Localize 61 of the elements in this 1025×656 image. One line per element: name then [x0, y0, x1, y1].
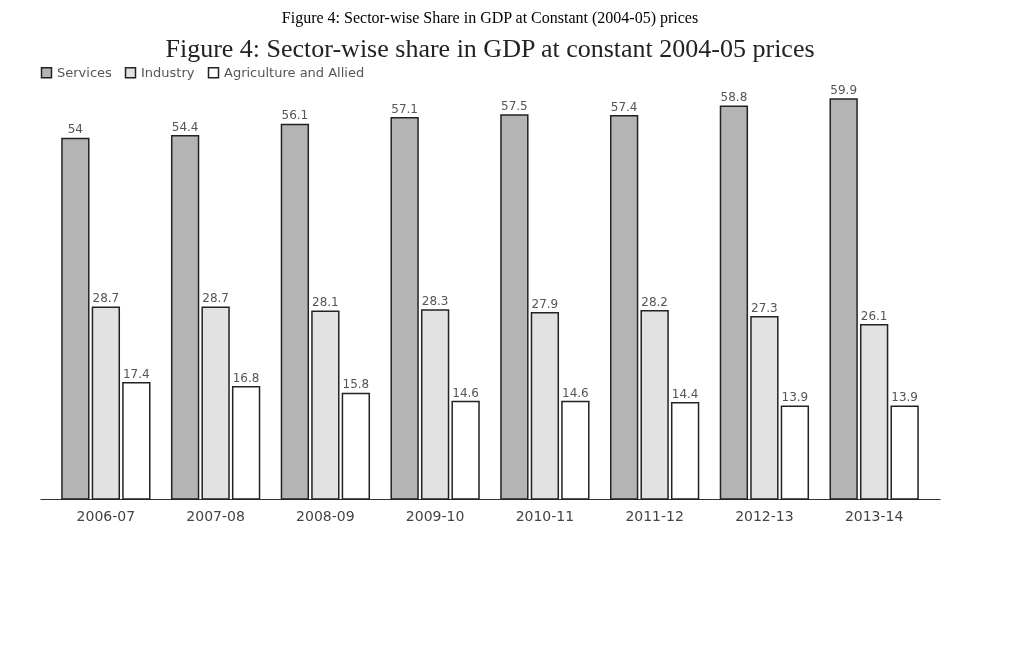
data-label: 14.6: [562, 385, 589, 400]
bar: [859, 323, 889, 500]
data-label: 54.4: [171, 119, 199, 134]
data-label: 27.9: [531, 296, 559, 311]
x-tick-label: 2010-11: [515, 507, 575, 524]
bar: [640, 309, 669, 500]
data-label: 28.2: [641, 294, 668, 309]
data-label: 28.1: [312, 295, 339, 310]
bar: [670, 402, 700, 500]
bar: [561, 400, 590, 500]
bar: [500, 114, 529, 500]
legend-label: Industry: [141, 64, 195, 80]
data-label: 14.4: [671, 386, 699, 401]
x-tick-label: 2006-07: [76, 507, 136, 524]
data-label: 28.3: [421, 294, 449, 309]
bar: [750, 315, 779, 500]
bar: [420, 309, 450, 500]
x-tick-label: 2011-12: [625, 507, 684, 524]
data-label: 27.3: [751, 300, 778, 315]
chart-title: Figure 4: Sector-wise Share in GDP at Constant (2004-05) prices: [281, 9, 699, 27]
bar: [231, 386, 261, 500]
bar: [829, 98, 858, 500]
legend-label: Agriculture and Allied: [224, 64, 365, 80]
bar: [61, 137, 90, 500]
data-label: 28.7: [202, 291, 229, 306]
data-label: 57.5: [501, 99, 528, 114]
data-label: 26.1: [860, 308, 888, 323]
bar: [530, 311, 560, 500]
data-label: 17.4: [122, 366, 150, 381]
data-label: 14.6: [452, 385, 479, 400]
bar: [122, 382, 151, 500]
bar: [311, 310, 340, 500]
data-label: 28.7: [92, 291, 120, 306]
data-label: 57.1: [391, 101, 418, 116]
bar: [341, 392, 371, 500]
data-label: 56.1: [281, 108, 309, 123]
data-label: 15.8: [342, 377, 370, 392]
bar: [170, 134, 200, 500]
bar: [280, 123, 310, 500]
bar: [451, 400, 480, 500]
bar: [390, 116, 419, 500]
data-label: 13.9: [781, 390, 809, 405]
bar: [719, 105, 749, 500]
data-label: 59.9: [830, 83, 858, 97]
bar: [890, 405, 919, 500]
bar: [201, 306, 230, 500]
x-tick-label: 2007-08: [186, 507, 245, 524]
data-label: 16.8: [232, 370, 260, 385]
x-tick-label: 2009-10: [405, 507, 465, 524]
data-label: 13.9: [891, 390, 918, 405]
legend-label: Services: [57, 64, 113, 80]
bar: [91, 306, 121, 500]
bar: [609, 114, 639, 500]
x-tick-label: 2012-13: [735, 507, 794, 524]
data-label: 54: [67, 122, 84, 137]
x-tick-label: 2008-09: [296, 507, 355, 524]
chart-subtitle: Figure 4: Sector-wise share in GDP at constant 2004-05 prices: [165, 34, 815, 63]
data-label: 58.8: [720, 90, 748, 105]
bar: [780, 405, 810, 500]
x-tick-label: 2013-14: [844, 507, 904, 524]
data-label: 57.4: [610, 99, 638, 114]
